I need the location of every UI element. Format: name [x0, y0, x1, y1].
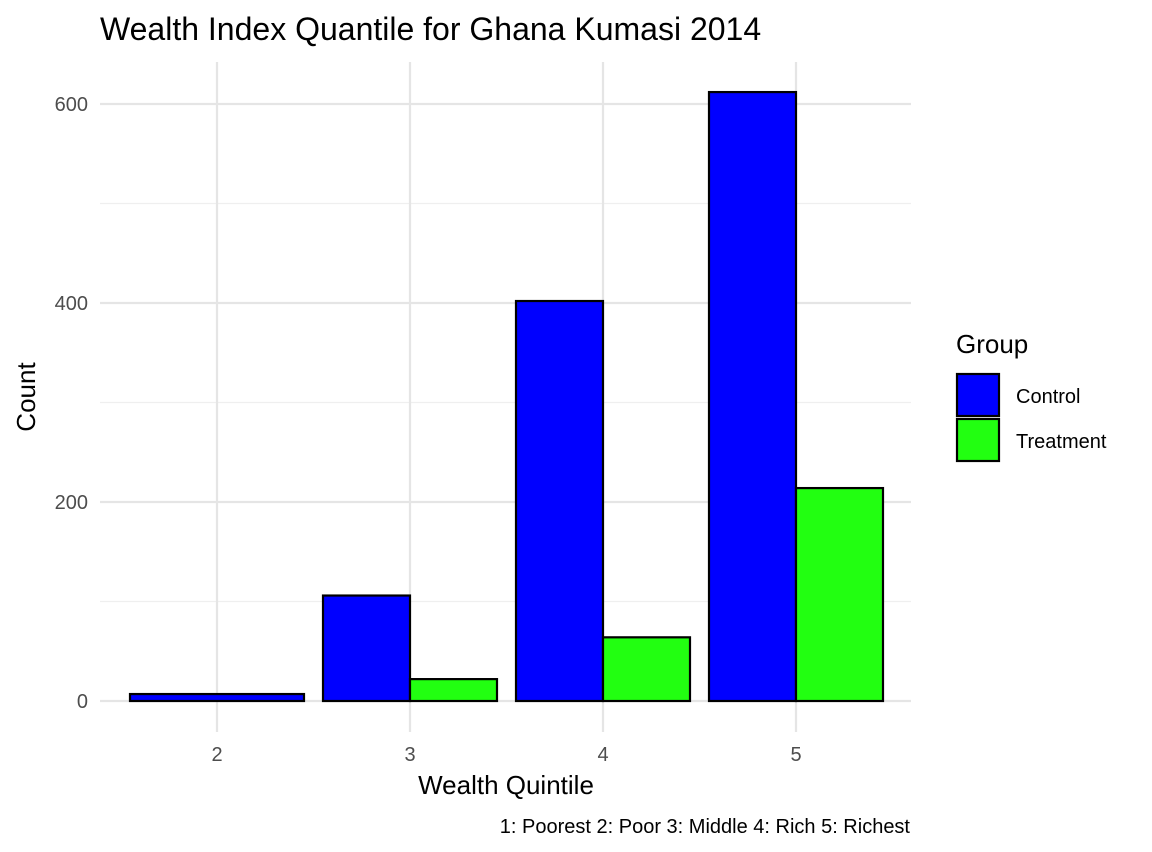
chart-title: Wealth Index Quantile for Ghana Kumasi 2… — [100, 11, 761, 47]
bar-treatment-5 — [794, 486, 885, 703]
x-tick-label: 3 — [404, 744, 415, 766]
legend-label-control: Control — [1016, 386, 1080, 408]
bar-control-3 — [321, 594, 412, 703]
bar-treatment-3 — [408, 678, 499, 703]
y-tick-label: 600 — [55, 94, 88, 116]
x-tick-label: 2 — [211, 744, 222, 766]
legend: Group Control Treatment — [955, 329, 1107, 463]
legend-title: Group — [956, 329, 1028, 359]
caption: 1: Poorest 2: Poor 3: Middle 4: Rich 5: … — [500, 816, 911, 838]
bar-control-5 — [707, 90, 798, 703]
x-axis-title: Wealth Quintile — [418, 770, 594, 800]
y-tick-label: 200 — [55, 492, 88, 514]
bar-control-2 — [128, 692, 306, 703]
x-axis-ticks: 2 3 4 5 — [211, 744, 801, 766]
legend-label-treatment: Treatment — [1016, 431, 1107, 453]
x-tick-label: 5 — [790, 744, 801, 766]
y-tick-label: 400 — [55, 293, 88, 315]
bar-treatment-4 — [601, 636, 692, 703]
legend-key-control — [955, 372, 1001, 418]
x-tick-label: 4 — [597, 744, 608, 766]
legend-key-treatment — [955, 417, 1001, 463]
y-axis-title: Count — [11, 362, 41, 432]
bars — [128, 90, 885, 703]
y-axis-ticks: 0 200 400 600 — [55, 94, 88, 713]
bar-control-4 — [514, 299, 605, 703]
y-tick-label: 0 — [77, 691, 88, 713]
